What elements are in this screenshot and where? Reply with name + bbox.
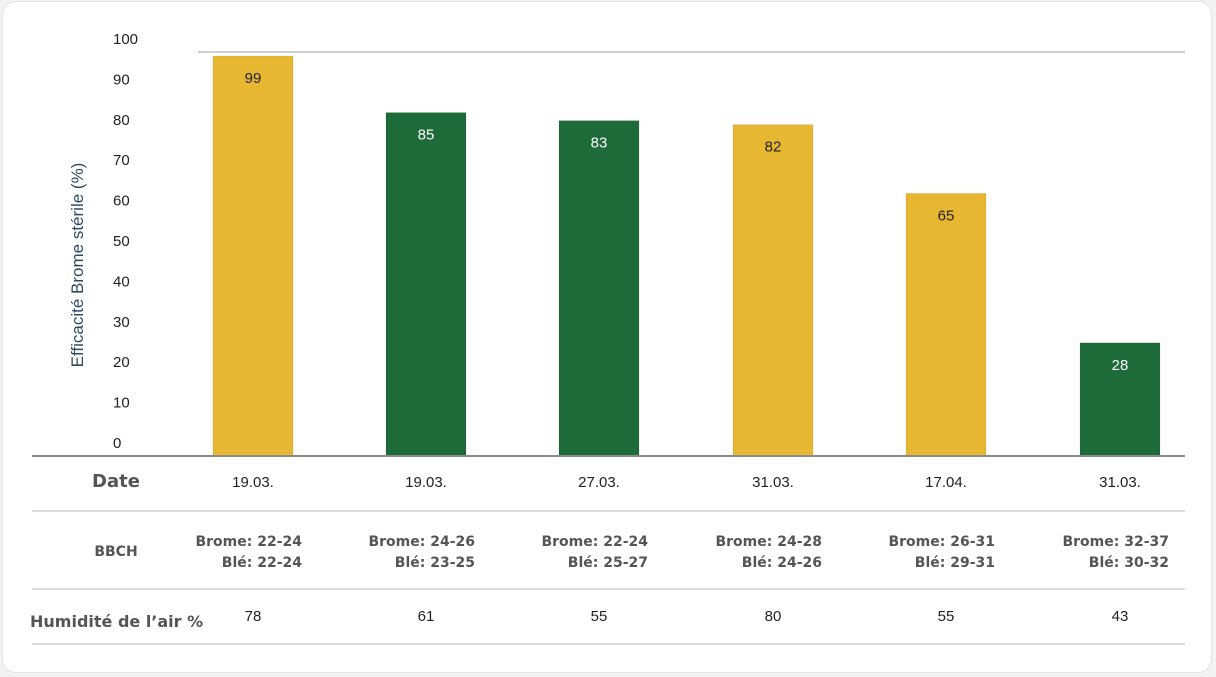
bar-value-label: 82 [765,139,782,156]
humidity-cell: 55 [591,608,608,625]
humidity-cell: 78 [245,608,262,625]
date-row: 19.03. 19.03. 27.03. 31.03. 17.04. 31.03. [232,474,1141,491]
bar-value-label: 83 [591,135,608,152]
bbch-brome-cell: Brome: 24-28 [715,534,822,550]
y-axis-ticks: 0 10 20 30 40 50 60 70 80 90 100 [113,31,138,452]
date-cell: 19.03. [232,474,274,491]
y-tick-label: 60 [113,193,130,210]
bbch-ble-cell: Blé: 24-26 [742,555,822,571]
date-cell: 17.04. [925,474,967,491]
y-tick-label: 80 [113,112,130,129]
bbch-ble-cell: Blé: 23-25 [395,555,475,571]
y-tick-label: 10 [113,395,130,412]
bbch-ble-cell: Blé: 22-24 [222,555,302,571]
bbch-brome-cell: Brome: 32-37 [1062,534,1169,550]
y-tick-label: 90 [113,71,130,88]
y-axis-label: Efficacité Brome stérile (%) [68,163,87,368]
humidity-row: 78 61 55 80 55 43 [245,608,1129,625]
bbch-row-label: BBCH [94,544,137,560]
bbch-brome-cell: Brome: 26-31 [888,534,995,550]
bar-value-label: 99 [245,70,262,87]
bbch-brome-cell: Brome: 22-24 [541,534,648,550]
bar [558,120,640,457]
date-cell: 31.03. [752,474,794,491]
y-tick-label: 50 [113,233,130,250]
humidity-cell: 80 [765,608,782,625]
humidity-row-label: Humidité de l’air % [30,612,203,631]
bbch-brome-cell: Brome: 22-24 [195,534,302,550]
bbch-brome-cell: Brome: 24-26 [368,534,475,550]
date-cell: 19.03. [405,474,447,491]
bar [212,55,294,457]
y-tick-label: 100 [113,31,138,48]
bar-value-label: 28 [1112,357,1129,374]
date-cell: 31.03. [1099,474,1141,491]
bar [732,124,814,457]
y-tick-label: 40 [113,273,130,290]
bar [1079,342,1161,457]
bbch-row: Brome: 22-24 Blé: 22-24 Brome: 24-26 Blé: 2… [195,534,1169,571]
bar-value-label: 85 [418,127,435,144]
date-cell: 27.03. [578,474,620,491]
bar [385,112,467,457]
y-tick-label: 70 [113,152,130,169]
bbch-ble-cell: Blé: 30-32 [1089,555,1169,571]
bars: 99 85 83 82 65 28 [212,55,1161,457]
humidity-cell: 61 [418,608,435,625]
humidity-cell: 55 [938,608,955,625]
y-tick-label: 20 [113,354,130,371]
bar-value-label: 65 [938,207,955,224]
humidity-cell: 43 [1112,608,1129,625]
bbch-ble-cell: Blé: 25-27 [568,555,648,571]
y-tick-label: 30 [113,314,130,331]
date-row-label: Date [92,471,140,492]
y-tick-label: 0 [113,435,121,452]
bar [905,192,987,457]
bbch-ble-cell: Blé: 29-31 [915,555,995,571]
